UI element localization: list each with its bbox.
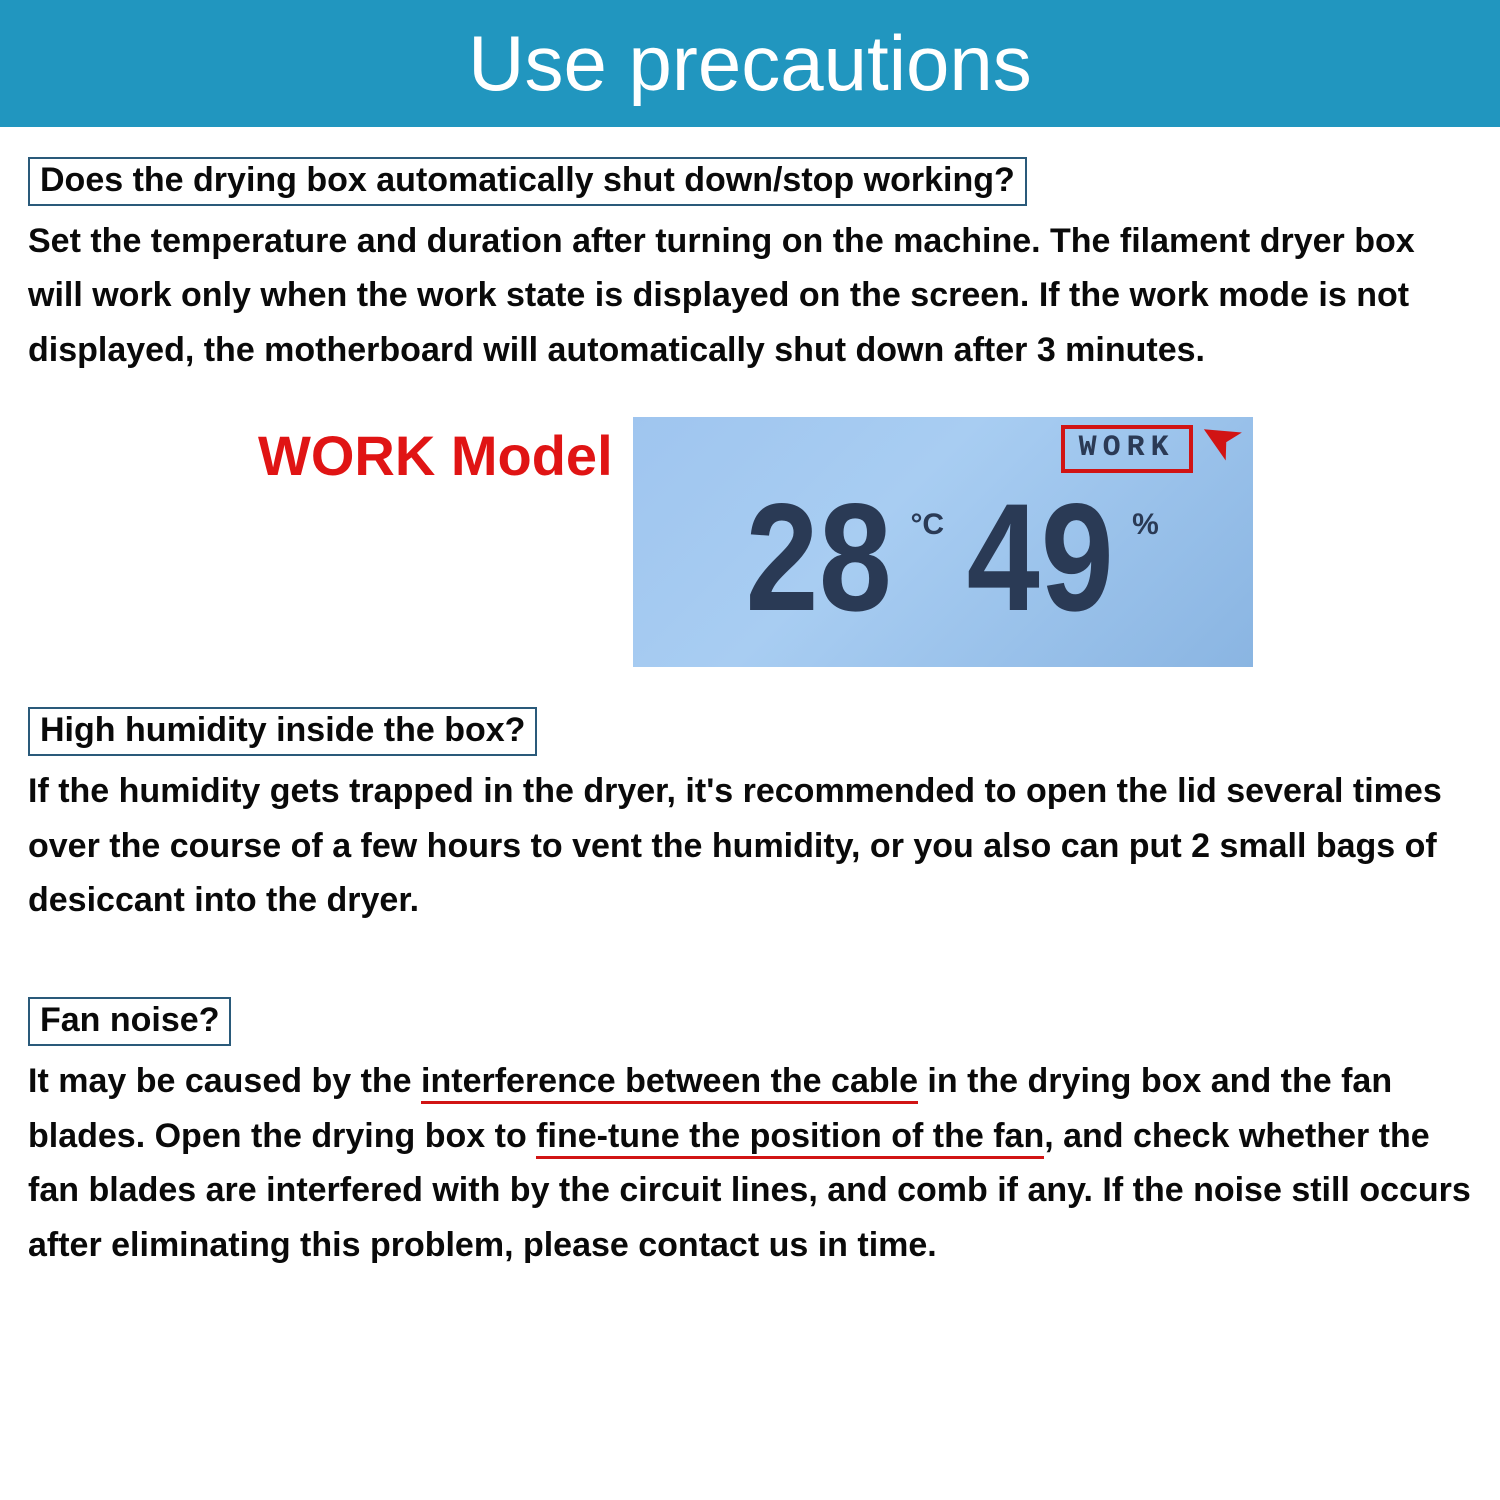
answer-2-text: If the humidity gets trapped in the drye… xyxy=(28,764,1472,927)
question-2-text: High humidity inside the box? xyxy=(40,711,525,749)
lcd-humidity-value: 49 xyxy=(964,478,1112,659)
answer-3-underline-2: fine-tune the position of the fan xyxy=(536,1117,1044,1159)
answer-3-underline-1: interference between the cable xyxy=(421,1062,918,1104)
question-3-text: Fan noise? xyxy=(40,1001,219,1039)
lcd-readout: 28 °C 49 % xyxy=(633,478,1253,659)
answer-1-text: Set the temperature and duration after t… xyxy=(28,214,1472,377)
question-box-3: Fan noise? xyxy=(28,997,231,1046)
page-root: Use precautions Does the drying box auto… xyxy=(0,0,1500,1500)
lcd-temperature-unit: °C xyxy=(910,508,944,632)
answer-3-text: It may be caused by the interference bet… xyxy=(28,1054,1472,1272)
lcd-work-tag: WORK xyxy=(1061,425,1193,473)
question-box-2: High humidity inside the box? xyxy=(28,707,537,756)
lcd-humidity-unit: % xyxy=(1132,508,1159,632)
lcd-display: WORK ➤ 28 °C 49 % xyxy=(633,417,1253,667)
answer-3-pre: It may be caused by the xyxy=(28,1062,421,1100)
question-1-text: Does the drying box automatically shut d… xyxy=(40,161,1015,199)
lcd-temperature-value: 28 xyxy=(743,478,891,659)
page-title: Use precautions xyxy=(468,19,1032,107)
spacer xyxy=(28,967,1472,997)
work-model-row: WORK Model WORK ➤ 28 °C 49 % xyxy=(28,417,1472,667)
work-model-label: WORK Model xyxy=(258,417,613,488)
content-area: Does the drying box automatically shut d… xyxy=(0,127,1500,1272)
arrow-icon: ➤ xyxy=(1189,417,1249,473)
header-band: Use precautions xyxy=(0,0,1500,127)
question-box-1: Does the drying box automatically shut d… xyxy=(28,157,1027,206)
